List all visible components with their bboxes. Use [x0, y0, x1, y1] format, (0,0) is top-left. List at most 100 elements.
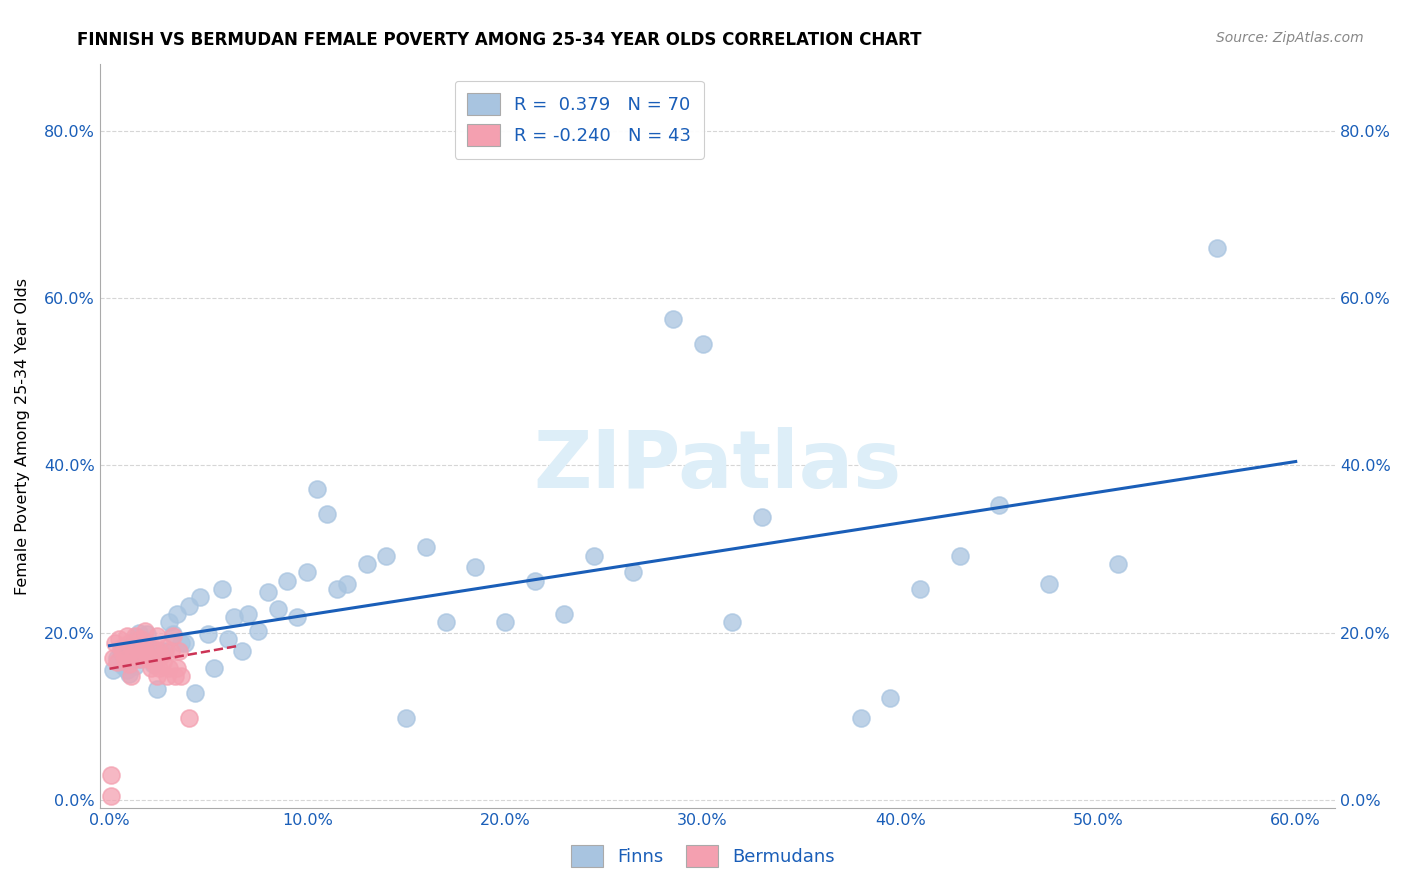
Point: [159, 644, 181, 658]
Point: [148, 660, 170, 674]
Point: [129, 632, 152, 647]
Point: [118, 635, 141, 649]
Point: [157, 660, 180, 674]
Point: [100, 767, 122, 781]
Point: [124, 659, 146, 673]
Point: [166, 660, 188, 674]
Point: [153, 644, 176, 658]
Point: [173, 635, 195, 649]
Point: [326, 582, 349, 596]
Point: [1205, 241, 1227, 255]
Point: [395, 711, 418, 725]
Point: [129, 652, 152, 666]
Point: [148, 644, 170, 658]
Point: [988, 499, 1011, 513]
Point: [494, 615, 516, 630]
Point: [152, 655, 174, 669]
Point: [1107, 557, 1129, 571]
Point: [110, 640, 132, 655]
Point: [162, 629, 184, 643]
Point: [120, 669, 142, 683]
Point: [523, 574, 546, 588]
Point: [143, 657, 166, 672]
Y-axis label: Female Poverty Among 25-34 Year Olds: Female Poverty Among 25-34 Year Olds: [15, 277, 30, 595]
Point: [316, 507, 339, 521]
Point: [276, 574, 298, 588]
Point: [107, 650, 129, 665]
Point: [256, 585, 278, 599]
Point: [949, 549, 972, 563]
Point: [128, 625, 150, 640]
Point: [297, 566, 319, 580]
Point: [142, 640, 165, 655]
Point: [183, 686, 205, 700]
Point: [157, 615, 180, 630]
Point: [166, 607, 188, 621]
Point: [721, 615, 744, 630]
Point: [138, 640, 160, 654]
Point: [662, 312, 685, 326]
Point: [162, 627, 184, 641]
Point: [356, 557, 378, 571]
Point: [118, 667, 141, 681]
Point: [142, 657, 165, 672]
Point: [177, 711, 200, 725]
Point: [100, 789, 122, 803]
Point: [114, 642, 136, 657]
Point: [136, 627, 159, 641]
Point: [879, 690, 901, 705]
Point: [132, 635, 155, 649]
Point: [127, 640, 149, 655]
Text: Source: ZipAtlas.com: Source: ZipAtlas.com: [1216, 31, 1364, 45]
Point: [146, 682, 169, 697]
Point: [108, 632, 131, 647]
Point: [122, 650, 145, 665]
Point: [167, 644, 190, 658]
Point: [122, 648, 145, 663]
Point: [103, 663, 125, 677]
Point: [118, 657, 141, 672]
Point: [236, 607, 259, 621]
Point: [751, 510, 773, 524]
Point: [202, 660, 225, 674]
Point: [107, 655, 129, 669]
Text: FINNISH VS BERMUDAN FEMALE POVERTY AMONG 25-34 YEAR OLDS CORRELATION CHART: FINNISH VS BERMUDAN FEMALE POVERTY AMONG…: [77, 31, 922, 49]
Point: [146, 669, 169, 683]
Point: [849, 711, 872, 725]
Point: [149, 644, 172, 658]
Point: [134, 644, 156, 658]
Point: [103, 650, 125, 665]
Point: [623, 566, 645, 580]
Point: [110, 647, 132, 661]
Point: [307, 482, 329, 496]
Point: [117, 629, 139, 643]
Point: [464, 560, 486, 574]
Point: [285, 610, 308, 624]
Point: [908, 582, 931, 596]
Point: [217, 632, 239, 647]
Legend: Finns, Bermudans: Finns, Bermudans: [564, 838, 842, 874]
Point: [246, 624, 269, 638]
Point: [127, 630, 149, 644]
Point: [211, 582, 233, 596]
Point: [153, 640, 176, 655]
Point: [582, 549, 605, 563]
Point: [266, 602, 288, 616]
Point: [128, 652, 150, 666]
Point: [134, 635, 156, 649]
Point: [138, 652, 160, 666]
Point: [170, 635, 193, 649]
Point: [156, 669, 179, 683]
Point: [163, 669, 186, 683]
Point: [114, 652, 136, 666]
Point: [134, 624, 156, 638]
Point: [120, 638, 142, 652]
Point: [177, 599, 200, 613]
Point: [170, 669, 193, 683]
Point: [692, 337, 714, 351]
Point: [434, 615, 457, 630]
Point: [553, 607, 575, 621]
Legend: R =  0.379   N = 70, R = -0.240   N = 43: R = 0.379 N = 70, R = -0.240 N = 43: [454, 80, 704, 159]
Point: [136, 648, 159, 663]
Point: [108, 655, 131, 669]
